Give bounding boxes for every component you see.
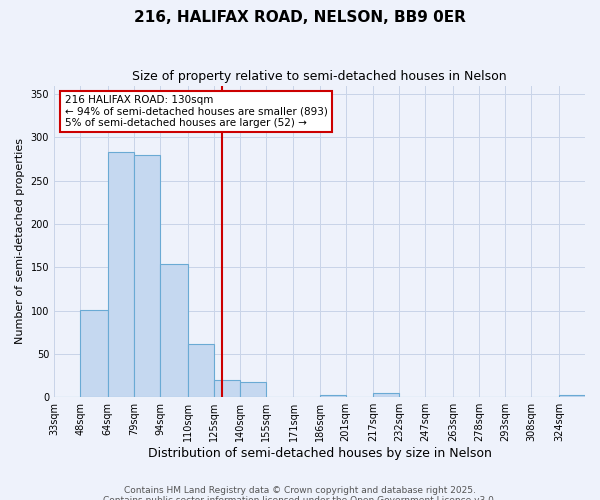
X-axis label: Distribution of semi-detached houses by size in Nelson: Distribution of semi-detached houses by … [148,447,491,460]
Bar [373,393,400,397]
Bar [108,152,134,397]
Bar [320,394,346,397]
Bar [134,155,160,397]
Text: Contains public sector information licensed under the Open Government Licence v3: Contains public sector information licen… [103,496,497,500]
Text: 216, HALIFAX ROAD, NELSON, BB9 0ER: 216, HALIFAX ROAD, NELSON, BB9 0ER [134,10,466,25]
Text: 216 HALIFAX ROAD: 130sqm
← 94% of semi-detached houses are smaller (893)
5% of s: 216 HALIFAX ROAD: 130sqm ← 94% of semi-d… [65,95,328,128]
Bar [160,264,188,397]
Bar [80,310,108,397]
Bar [240,382,266,397]
Text: Contains HM Land Registry data © Crown copyright and database right 2025.: Contains HM Land Registry data © Crown c… [124,486,476,495]
Bar [188,344,214,397]
Title: Size of property relative to semi-detached houses in Nelson: Size of property relative to semi-detach… [132,70,507,83]
Bar [214,380,240,397]
Y-axis label: Number of semi-detached properties: Number of semi-detached properties [15,138,25,344]
Bar [559,394,585,397]
